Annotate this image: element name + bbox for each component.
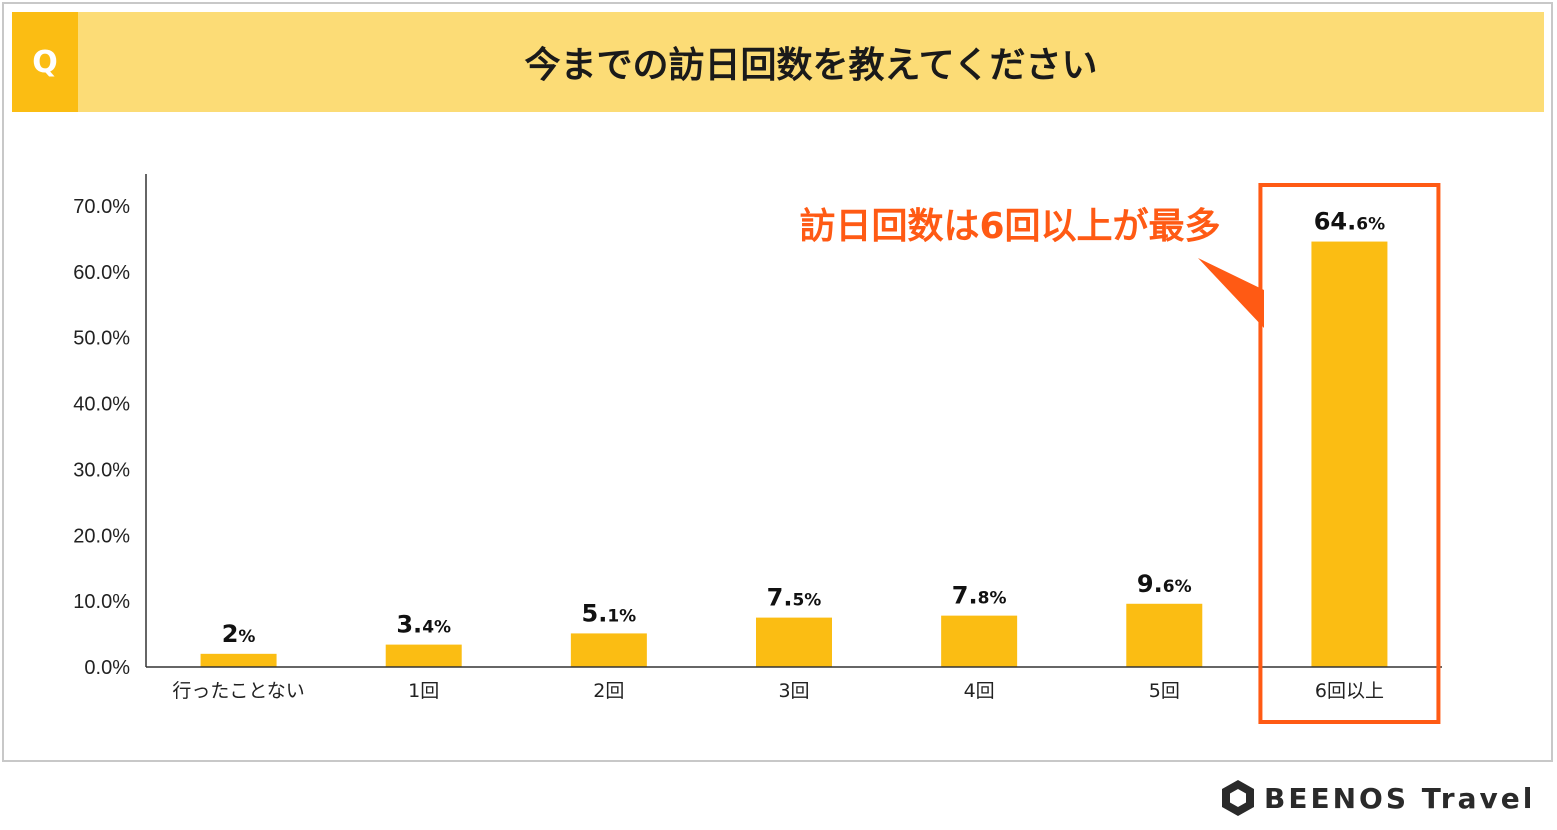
y-tick-label: 70.0% [73,196,130,218]
highlight-box [1258,183,1441,724]
brand-name: BEENOS Travel [1264,781,1536,815]
bar-4 [941,615,1018,667]
bars [200,241,1388,667]
callout-text: 訪日回数は6回以上が最多 [799,206,1220,247]
bar-0 [200,653,277,667]
y-tick-label: 50.0% [73,328,130,350]
y-tick-label: 40.0% [73,394,130,416]
x-tick-label: 2回 [593,680,624,702]
x-tick-label: 5回 [1149,680,1180,702]
value-label: 64.6% [1314,208,1385,236]
bar-3 [756,617,832,667]
callout-pointer [1198,258,1264,328]
question-title: 今までの訪日回数を教えてください [524,45,1098,86]
hexagon-logo-icon [1222,780,1254,816]
value-label: 3.4% [396,611,451,639]
x-tick-label: 6回以上 [1315,680,1384,702]
bar-5 [1126,603,1203,667]
y-tick-label: 20.0% [73,525,130,547]
bar-2 [570,633,647,667]
value-label: 7.5% [767,584,822,612]
y-tick-label: 30.0% [73,459,130,481]
x-tick-label: 行ったことない [172,680,304,702]
value-labels: 2% 3.4% 5.1% 7.5% 7.8% 9.6% 64.6% [222,208,1385,648]
bar-6 [1311,241,1388,667]
value-label: 2% [222,620,256,648]
x-tick-label: 3回 [778,680,809,702]
y-axis-ticks: 0.0% 10.0% 20.0% 30.0% 40.0% 50.0% 60.0% 70.0% [73,196,130,679]
y-tick-label: 60.0% [73,262,130,284]
x-axis-labels: 行ったことない 1回 2回 3回 4回 5回 6回以上 [172,680,1384,702]
bar-1 [385,644,462,667]
value-label: 9.6% [1137,570,1192,598]
x-tick-label: 4回 [964,680,995,702]
value-label: 7.8% [952,582,1007,610]
value-label: 5.1% [582,599,637,627]
brand-logo: BEENOS Travel [1220,775,1535,821]
question-header [12,12,1544,112]
question-badge: Q [12,12,78,112]
x-tick-label: 1回 [408,680,439,702]
y-tick-label: 0.0% [84,657,130,679]
y-tick-label: 10.0% [73,591,130,613]
